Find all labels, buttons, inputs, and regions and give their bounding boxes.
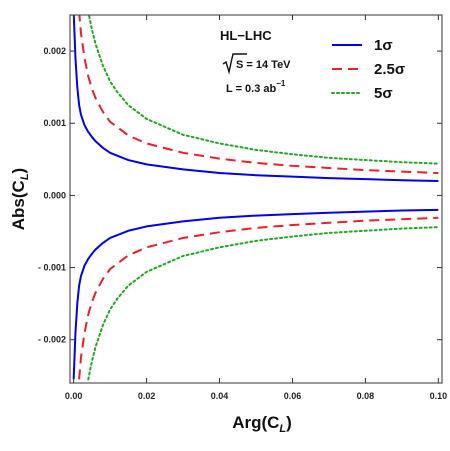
series-line-1-upper (72, 15, 439, 182)
legend: 1σ 2.5σ 5σ (331, 37, 405, 102)
x-axis-title-close: ) (286, 413, 292, 432)
annotation-title: HL−LHC (220, 28, 272, 43)
x-tick-label: 0.08 (357, 391, 375, 401)
sqrt-icon (222, 53, 247, 75)
x-axis-title: Arg(CL) (232, 413, 292, 435)
series-line-3-lower (87, 226, 440, 381)
y-tick-label: 0.002 (43, 46, 66, 56)
x-tick-label: 0.10 (430, 391, 448, 401)
x-tick-label: 0.02 (138, 391, 156, 401)
series-layer (72, 15, 440, 381)
x-axis-title-subscript: L (279, 423, 286, 435)
x-tick-label: 0.00 (65, 391, 83, 401)
x-tick-label: 0.04 (211, 391, 229, 401)
legend-label-2: 2.5σ (374, 61, 405, 78)
y-axis-ticks: 0.002 0.001 0.000 - 0.001 - 0.002 (38, 46, 442, 345)
series-line-2-lower (78, 216, 439, 380)
annotation-luminosity: L = 0.3 ab−1 (226, 79, 286, 95)
series-line-3-upper (87, 15, 440, 165)
x-axis-ticks: 0.00 0.02 0.04 0.06 0.08 0.10 (65, 15, 447, 401)
annotation-luminosity-main: L = 0.3 ab (226, 83, 277, 95)
y-axis-title-close: ) (9, 168, 28, 174)
y-tick-label: - 0.001 (38, 263, 66, 273)
y-tick-label: 0.001 (43, 118, 66, 128)
y-tick-label: - 0.002 (38, 335, 66, 345)
y-axis-title: Abs(CL) (9, 168, 31, 230)
y-axis-title-main: Abs(C (9, 180, 28, 230)
x-tick-label: 0.06 (284, 391, 302, 401)
plot-frame (69, 14, 443, 384)
y-axis-title-subscript: L (19, 173, 31, 180)
annotation-luminosity-exponent: −1 (276, 79, 286, 88)
series-line-1-lower (72, 208, 439, 380)
annotation-energy: S = 14 TeV (236, 59, 291, 71)
legend-label-1: 1σ (374, 37, 393, 54)
series-line-2-upper (78, 15, 439, 175)
y-tick-label: 0.000 (43, 190, 66, 200)
x-axis-title-main: Arg(C (232, 413, 279, 432)
collider-annotation: HL−LHC S = 14 TeV L = 0.3 ab−1 (220, 28, 291, 95)
legend-label-3: 5σ (374, 85, 393, 102)
